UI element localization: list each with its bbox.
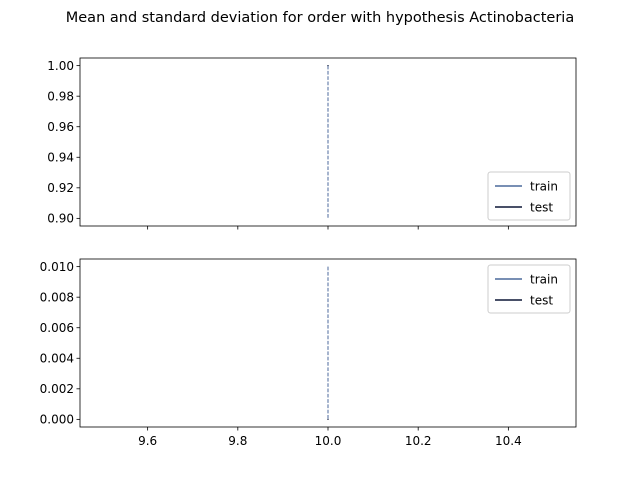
legend-label-train: train (530, 272, 558, 286)
legend-box (487, 171, 571, 221)
bottom-plot: 0.000 0.002 0.004 0.006 0.008 0.010 9.6 9.8 10.0… (40, 258, 577, 448)
legend-box (487, 264, 571, 314)
y-tick-label: 0.98 (47, 89, 74, 103)
x-tick-label: 9.8 (228, 434, 247, 448)
x-tick-label: 10.0 (315, 434, 342, 448)
y-tick-label: 0.006 (40, 321, 74, 335)
y-tick-label: 0.92 (47, 181, 74, 195)
y-tick-label: 1.00 (47, 59, 74, 73)
series-point-test (327, 418, 329, 420)
x-tick-label: 10.4 (495, 434, 522, 448)
y-tick-label: 0.008 (40, 290, 74, 304)
y-tick-label: 0.000 (40, 413, 74, 427)
legend-label-test: test (530, 200, 553, 214)
series-point-test (327, 65, 329, 67)
y-tick-label: 0.010 (40, 260, 74, 274)
legend-label-train: train (530, 179, 558, 193)
y-tick-label: 0.94 (47, 151, 74, 165)
x-tick-label: 9.6 (138, 434, 157, 448)
x-tick-label: 10.2 (405, 434, 432, 448)
top-plot: 0.90 0.92 0.94 0.96 0.98 1.00 train test (47, 57, 577, 230)
y-tick-label: 0.004 (40, 352, 74, 366)
y-tick-label: 0.002 (40, 382, 74, 396)
y-tick-label: 0.90 (47, 212, 74, 226)
y-tick-label: 0.96 (47, 120, 74, 134)
legend-label-test: test (530, 293, 553, 307)
chart-title: Mean and standard deviation for order wi… (66, 10, 574, 26)
